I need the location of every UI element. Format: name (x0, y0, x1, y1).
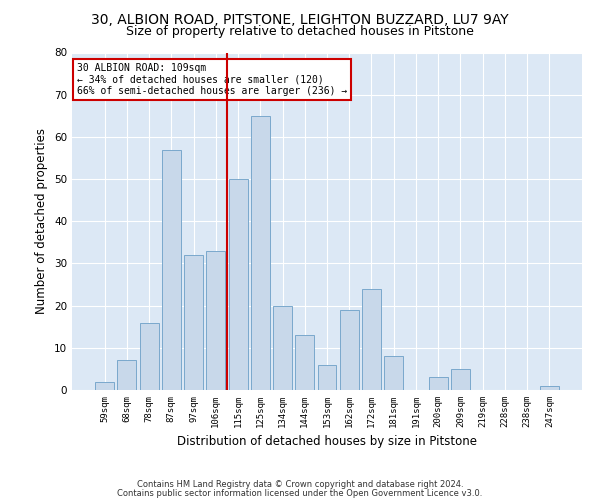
Bar (251, 116, 270, 390)
Text: Size of property relative to detached houses in Pitstone: Size of property relative to detached ho… (126, 25, 474, 38)
Text: 30, ALBION ROAD, PITSTONE, LEIGHTON BUZZARD, LU7 9AY: 30, ALBION ROAD, PITSTONE, LEIGHTON BUZZ… (91, 12, 509, 26)
Bar (184, 255, 203, 390)
Bar (229, 179, 248, 390)
Bar (384, 356, 403, 390)
X-axis label: Distribution of detached houses by size in Pitstone: Distribution of detached houses by size … (177, 436, 477, 448)
Bar (118, 360, 136, 390)
Text: 30 ALBION ROAD: 109sqm
← 34% of detached houses are smaller (120)
66% of semi-de: 30 ALBION ROAD: 109sqm ← 34% of detached… (77, 62, 347, 96)
Bar (206, 251, 225, 390)
Text: Contains public sector information licensed under the Open Government Licence v3: Contains public sector information licen… (118, 488, 482, 498)
Bar (140, 322, 158, 390)
Bar (451, 369, 470, 390)
Bar (162, 150, 181, 390)
Bar (362, 289, 381, 390)
Y-axis label: Number of detached properties: Number of detached properties (35, 128, 49, 314)
Bar (295, 335, 314, 390)
Bar (340, 310, 359, 390)
Bar (540, 386, 559, 390)
Bar (273, 306, 292, 390)
Bar (95, 382, 114, 390)
Bar (317, 364, 337, 390)
Text: Contains HM Land Registry data © Crown copyright and database right 2024.: Contains HM Land Registry data © Crown c… (137, 480, 463, 489)
Bar (429, 378, 448, 390)
